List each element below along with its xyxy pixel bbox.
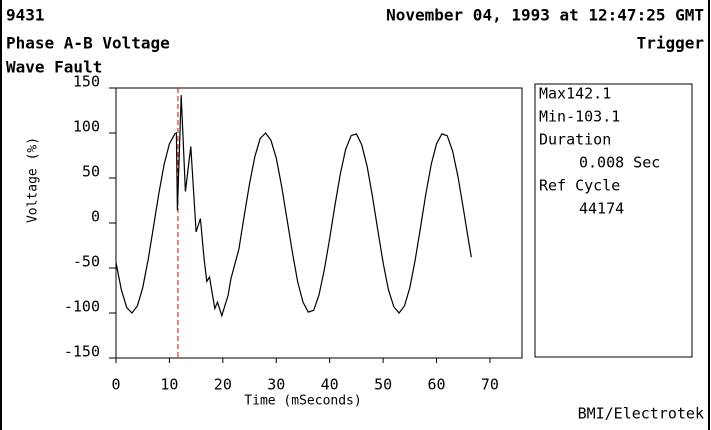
x-tick-label: 20: [214, 376, 232, 394]
y-tick-label: -100: [64, 298, 100, 316]
x-tick-label: 70: [481, 376, 499, 394]
x-tick-label: 40: [321, 376, 339, 394]
x-tick-label: 50: [374, 376, 392, 394]
chart-title: Phase A-B Voltage: [6, 34, 170, 53]
info-panel: [534, 83, 693, 358]
y-tick-label: 150: [73, 73, 100, 91]
y-tick-label: 0: [91, 208, 100, 226]
trigger-label: Trigger: [637, 34, 704, 53]
x-tick-label: 10: [160, 376, 178, 394]
x-axis-label: Time (mSeconds): [244, 394, 361, 409]
x-tick-label: 30: [267, 376, 285, 394]
y-tick-label: -50: [73, 253, 100, 271]
x-tick-label: 0: [111, 376, 120, 394]
y-axis-label: Voltage (%): [26, 137, 41, 223]
info-line: Min-103.1: [539, 108, 620, 126]
y-tick-label: -150: [64, 343, 100, 361]
chart-subtitle: Wave Fault: [6, 58, 102, 77]
voltage-line: [115, 95, 472, 318]
y-tick-label: 100: [73, 118, 100, 136]
footer: BMI/Electrotek: [578, 405, 704, 423]
info-line: Max142.1: [539, 85, 611, 103]
y-tick-label: 50: [82, 163, 100, 181]
info-line: 44174: [579, 200, 624, 218]
info-line: Duration: [539, 131, 611, 149]
info-line: Ref Cycle: [539, 177, 620, 195]
record-id: 9431: [6, 6, 45, 25]
info-line: 0.008 Sec: [579, 154, 660, 172]
x-tick-label: 60: [427, 376, 445, 394]
plot-frame: [115, 87, 523, 359]
timestamp: November 04, 1993 at 12:47:25 GMT: [386, 6, 704, 25]
